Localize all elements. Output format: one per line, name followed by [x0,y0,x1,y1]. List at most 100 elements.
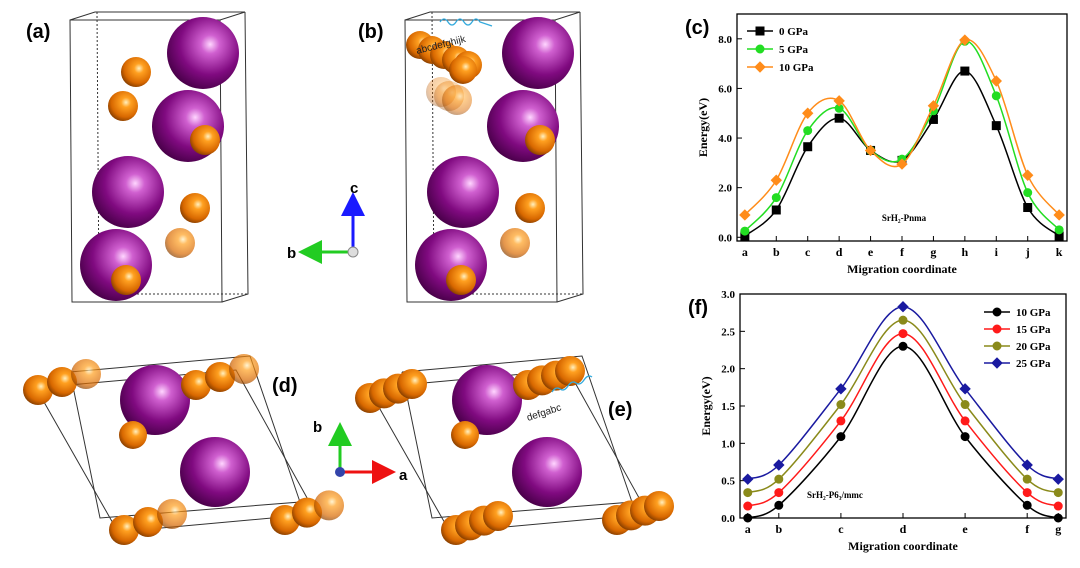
data-point [1053,209,1065,221]
data-point [742,473,754,485]
atom [119,421,147,449]
axis-label: b [313,419,322,436]
crystal-structures [23,11,674,545]
data-point [864,144,877,157]
data-point [1053,513,1063,523]
data-point [770,174,782,186]
y-tick-label: 2.0 [718,183,732,195]
panel-label: (d) [272,375,298,397]
atom [442,85,472,115]
atom [180,437,250,507]
data-point [774,500,784,510]
legend-label: 25 GPa [1016,358,1051,370]
annotation: SrH₂-Pnma [882,213,927,223]
panel-label: (a) [26,21,50,43]
data-point [959,383,971,395]
atom [644,491,674,521]
atom [92,156,164,228]
cell-edge [404,11,581,303]
data-point [802,107,814,119]
data-point [803,142,813,152]
data-point [743,488,753,498]
atom [205,362,235,392]
atom [167,17,239,89]
legend-label: 20 GPa [1016,341,1051,353]
x-tick-label: c [805,245,811,259]
legend-marker [755,26,765,36]
x-axis-title: Migration coordinate [848,539,958,553]
legend-marker [755,44,765,54]
data-point [743,513,753,523]
cell-edge [556,11,584,303]
data-point [991,121,1001,131]
atom [47,367,77,397]
data-point [1022,474,1032,484]
x-tick-label: g [1055,522,1061,536]
cell-edge [96,11,248,295]
data-point [1023,203,1033,213]
cell-edge [221,11,249,303]
axis-origin [347,246,359,258]
atom [23,375,53,405]
data-point [771,193,781,203]
data-point [960,400,970,410]
axis-origin [335,467,345,477]
y-tick-label: 1.5 [721,401,735,413]
x-tick-label: g [930,245,936,259]
legend-label: 10 GPa [779,62,814,74]
data-point [991,91,1001,101]
legend-marker [992,341,1002,351]
data-point [836,416,846,426]
migration-wave [551,375,593,393]
x-tick-label: e [962,522,968,536]
atom [515,193,545,223]
atom [157,499,187,529]
data-point [959,34,971,46]
x-tick-label: b [773,245,780,259]
legend-label: 5 GPa [779,44,809,56]
data-point [836,400,846,410]
x-tick-label: a [742,245,748,259]
x-tick-label: i [995,245,999,259]
atom [452,365,522,435]
data-point [1022,488,1032,498]
y-tick-label: 2.5 [721,326,735,338]
data-point [1022,500,1032,510]
data-point [960,432,970,442]
panel-label: (e) [608,399,632,421]
x-tick-label: j [1025,245,1030,259]
y-tick-label: 2.0 [721,364,735,376]
y-tick-label: 8.0 [718,34,732,46]
data-point [1021,459,1033,471]
x-tick-label: k [1056,245,1063,259]
atom [109,515,139,545]
atom [181,370,211,400]
x-tick-label: d [900,522,907,536]
y-tick-label: 0.0 [718,232,732,244]
atom [500,228,530,258]
data-point [1053,501,1063,511]
data-point [897,300,909,313]
y-tick-label: 1.0 [721,438,735,450]
legend-marker [754,61,766,73]
atom [133,507,163,537]
series-line [744,38,1060,216]
x-tick-label: f [900,245,905,259]
atom [121,57,151,87]
data-point [773,459,785,471]
y-tick-label: 0.5 [721,476,735,488]
data-point [927,100,940,112]
x-tick-label: d [836,245,843,259]
migration-wave [439,18,493,27]
atom [165,228,195,258]
atom [525,125,555,155]
x-tick-label: b [775,522,782,536]
atom [314,490,344,521]
data-point [743,501,753,511]
axis-label: c [350,180,358,197]
y-axis-title: Energy(eV) [699,376,713,435]
atom [180,193,210,223]
atom [120,365,190,435]
data-point [774,474,784,484]
legend-label: 0 GPa [779,26,809,38]
